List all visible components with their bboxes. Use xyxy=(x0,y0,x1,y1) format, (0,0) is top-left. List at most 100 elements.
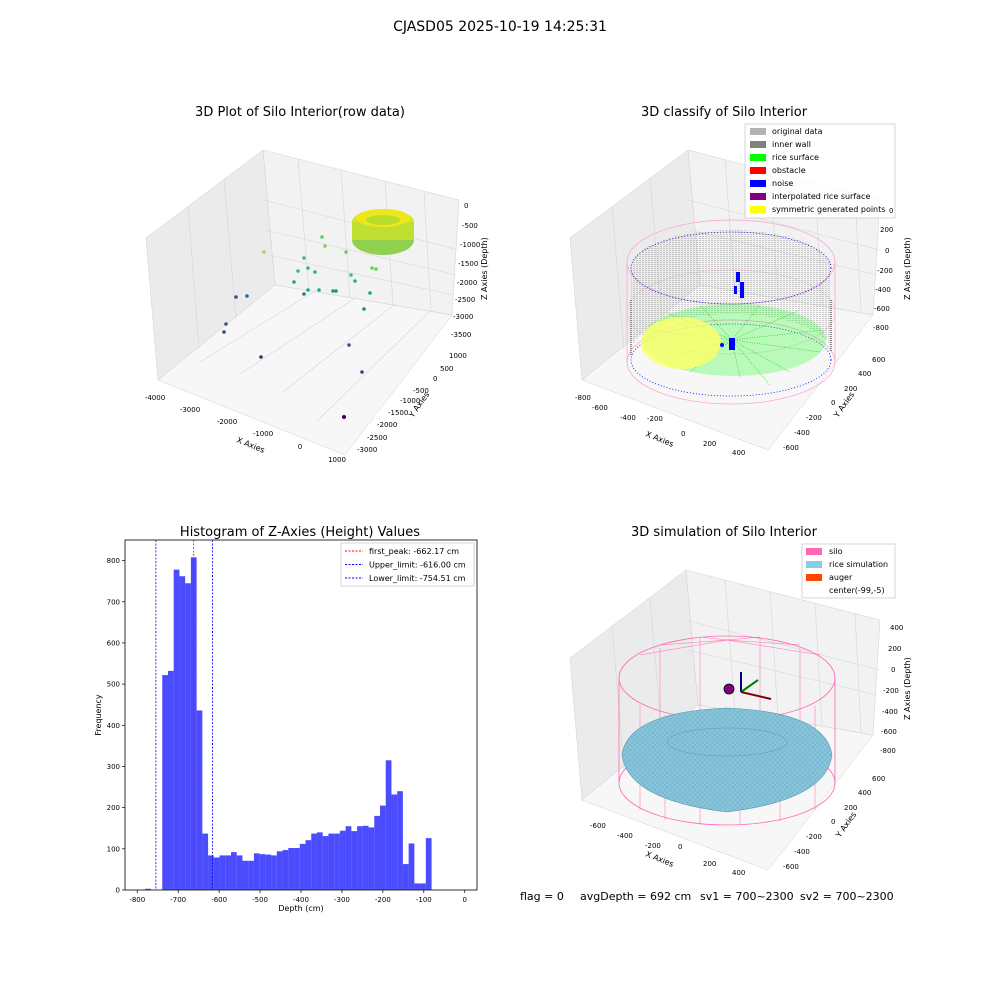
classify-plot-title: 3D classify of Silo Interior xyxy=(641,105,808,120)
histogram-bar xyxy=(208,855,214,890)
legend-swatch-interpolated xyxy=(750,193,766,200)
simulation-z-tick: -400 xyxy=(882,708,898,716)
raw-y-tick: -2500 xyxy=(367,434,387,442)
classify-symmetric-points xyxy=(641,317,721,369)
histogram-bar xyxy=(145,888,151,890)
legend-label-original: original data xyxy=(772,127,823,136)
raw-z-axis-label: Z Axies (Depth) xyxy=(480,237,489,300)
histogram-y-tick-label: 400 xyxy=(107,722,120,730)
histogram-bar xyxy=(397,791,403,890)
classify-y-tick: -400 xyxy=(794,429,810,437)
classify-z-tick: 0 xyxy=(889,207,893,215)
histogram-bar xyxy=(265,854,272,890)
classify-z-tick: -600 xyxy=(874,305,890,313)
legend-swatch-auger xyxy=(806,574,822,581)
histogram-bar xyxy=(179,576,186,890)
histogram-bar xyxy=(425,838,432,890)
legend-swatch-silo xyxy=(806,548,822,555)
classify-x-axis-label: X Axies xyxy=(644,430,675,449)
raw-y-tick: 0 xyxy=(433,375,437,383)
legend-label-rice-simulation: rice simulation xyxy=(829,560,888,569)
histogram-bar xyxy=(271,855,277,890)
histogram-bar xyxy=(391,794,398,890)
raw-x-tick: 0 xyxy=(298,443,302,451)
raw-y-tick: 1000 xyxy=(449,352,467,360)
simulation-auger-marker xyxy=(723,672,772,700)
histogram-y-tick-label: 500 xyxy=(107,681,120,689)
histogram-bars xyxy=(145,557,432,890)
histogram-bar xyxy=(311,833,317,890)
classify-x-tick: -200 xyxy=(647,415,663,423)
histogram-x-tick-label: -500 xyxy=(252,896,268,904)
legend-swatch-noise xyxy=(750,180,766,187)
histogram-x-tick-label: -600 xyxy=(211,896,227,904)
simulation-plot-title: 3D simulation of Silo Interior xyxy=(631,525,818,540)
histogram-y-tick-label: 700 xyxy=(107,598,120,606)
simulation-y-tick: -400 xyxy=(794,848,810,856)
figure-title: CJASD05 2025-10-19 14:25:31 xyxy=(393,19,607,35)
simulation-y-tick: 200 xyxy=(844,804,857,812)
simulation-z-tick: 0 xyxy=(891,666,895,674)
histogram-reference-lines xyxy=(155,540,213,890)
classify-y-tick: -600 xyxy=(783,444,799,452)
legend-swatch-symmetric xyxy=(750,206,766,213)
legend-swatch-rice-simulation xyxy=(806,561,822,568)
simulation-y-tick: 600 xyxy=(872,775,885,783)
histogram-x-tick-label: -400 xyxy=(293,896,309,904)
histogram-bar xyxy=(259,854,266,890)
legend-swatch-rice-surface xyxy=(750,154,766,161)
histogram-legend: first_peak: -662.17 cm Upper_limit: -616.… xyxy=(340,542,475,587)
histogram-bar xyxy=(368,827,375,890)
classify-x-tick: 400 xyxy=(732,449,745,457)
status-sv1: sv1 = 700~2300 xyxy=(700,890,794,903)
raw-y-tick: -1000 xyxy=(400,397,420,405)
classify-z-tick: -400 xyxy=(875,286,891,294)
raw-y-tick: 500 xyxy=(440,365,453,373)
legend-label-interpolated: interpolated rice surface xyxy=(772,192,870,201)
histogram-bar xyxy=(219,855,226,890)
histogram-bar xyxy=(231,852,237,890)
simulation-y-tick-labels: 600 400 200 0 -200 -400 -600 xyxy=(783,775,885,871)
histogram-bar xyxy=(374,815,380,890)
simulation-z-tick: 400 xyxy=(890,624,903,632)
simulation-legend: silo rice simulation auger center(-99,-5… xyxy=(801,543,896,599)
legend-label-inner-wall: inner wall xyxy=(772,140,811,149)
legend-swatch-inner-wall xyxy=(750,141,766,148)
simulation-z-tick-labels: 400 200 0 -200 -400 -600 -800 xyxy=(880,624,903,755)
classify-z-tick-labels: 0 200 0 -200 -400 -600 -800 xyxy=(873,207,893,332)
histogram-x-tick-label: -200 xyxy=(375,896,391,904)
histogram-x-tick-label: 0 xyxy=(462,896,466,904)
histogram-bar xyxy=(282,850,289,890)
histogram-y-tick-label: 600 xyxy=(107,639,120,647)
classify-z-tick: 0 xyxy=(885,247,889,255)
histogram-bar xyxy=(288,848,295,890)
simulation-x-tick: -600 xyxy=(590,822,606,830)
classify-x-tick: 0 xyxy=(681,430,685,438)
histogram-bar xyxy=(328,833,335,890)
histogram-bar xyxy=(213,857,220,890)
legend-label-center: center(-99,-5) xyxy=(829,586,885,595)
histogram-bar xyxy=(322,836,329,890)
raw-z-tick: -3000 xyxy=(453,313,473,321)
raw-y-tick-labels: 1000 500 0 -500 -1000 -1500 -2000 -2500 … xyxy=(357,352,467,454)
classify-y-tick: -200 xyxy=(806,414,822,422)
legend-swatch-obstacle xyxy=(750,167,766,174)
raw-x-tick: -2000 xyxy=(217,418,237,426)
classify-z-tick: -800 xyxy=(873,324,889,332)
classify-x-tick: -800 xyxy=(575,394,591,402)
classify-noise-ring xyxy=(630,231,832,397)
raw-z-tick: -1000 xyxy=(460,241,480,249)
histogram-bar xyxy=(248,860,254,890)
simulation-z-tick: -600 xyxy=(881,728,897,736)
legend-label-silo: silo xyxy=(829,547,843,556)
histogram-y-tick-label: 0 xyxy=(116,887,120,895)
histogram-bar xyxy=(402,864,409,890)
simulation-x-tick: -200 xyxy=(645,842,661,850)
classify-legend: original data inner wall rice surface ob… xyxy=(744,123,896,219)
classify-y-tick: 0 xyxy=(831,399,835,407)
raw-x-tick: -3000 xyxy=(180,406,200,414)
raw-z-tick: -2500 xyxy=(455,296,475,304)
histogram-bar xyxy=(345,826,352,890)
histogram-legend-label: Lower_limit: -754.51 cm xyxy=(369,574,466,583)
raw-x-tick: 1000 xyxy=(328,456,346,464)
